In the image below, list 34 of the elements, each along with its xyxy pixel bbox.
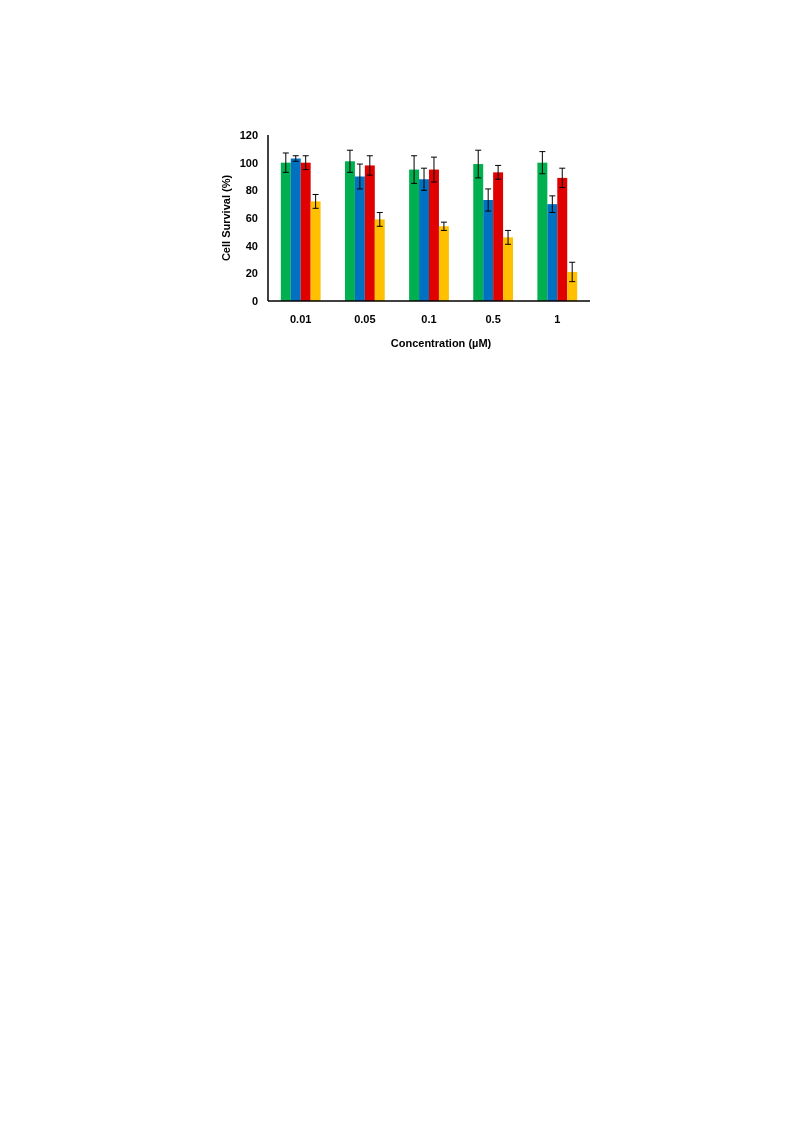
bar bbox=[503, 237, 514, 301]
x-tick-label: 0.1 bbox=[421, 313, 437, 325]
bar bbox=[310, 201, 321, 301]
bar bbox=[344, 161, 355, 301]
y-tick-label: 100 bbox=[239, 156, 258, 169]
y-tick-label: 120 bbox=[239, 128, 258, 141]
bar bbox=[409, 169, 420, 301]
x-axis-title: Concentration (µM) bbox=[390, 337, 492, 349]
x-tick-label: 0.01 bbox=[290, 313, 312, 325]
x-tick-label: 0.5 bbox=[485, 313, 501, 325]
bar bbox=[290, 158, 301, 301]
bar bbox=[557, 177, 568, 301]
x-tick-label: 1 bbox=[554, 313, 561, 325]
bar bbox=[300, 162, 311, 301]
bar bbox=[537, 162, 548, 301]
bar bbox=[364, 165, 375, 301]
bar bbox=[483, 200, 494, 301]
y-tick-label: 80 bbox=[245, 184, 258, 197]
y-tick-label: 0 bbox=[251, 294, 258, 307]
bar bbox=[280, 162, 291, 301]
bar bbox=[419, 179, 429, 301]
bar bbox=[354, 176, 365, 301]
bar bbox=[374, 219, 385, 301]
bar bbox=[438, 226, 449, 301]
bar bbox=[567, 271, 578, 301]
y-tick-label: 60 bbox=[245, 211, 258, 224]
x-tick-label: 0.05 bbox=[354, 313, 376, 325]
y-tick-label: 40 bbox=[245, 239, 258, 252]
bar bbox=[493, 172, 504, 301]
bar bbox=[429, 169, 439, 301]
y-tick-label: 20 bbox=[245, 267, 258, 280]
bar bbox=[547, 204, 558, 301]
bar bbox=[473, 164, 484, 301]
y-axis-title: Cell Survival (%) bbox=[220, 174, 232, 262]
